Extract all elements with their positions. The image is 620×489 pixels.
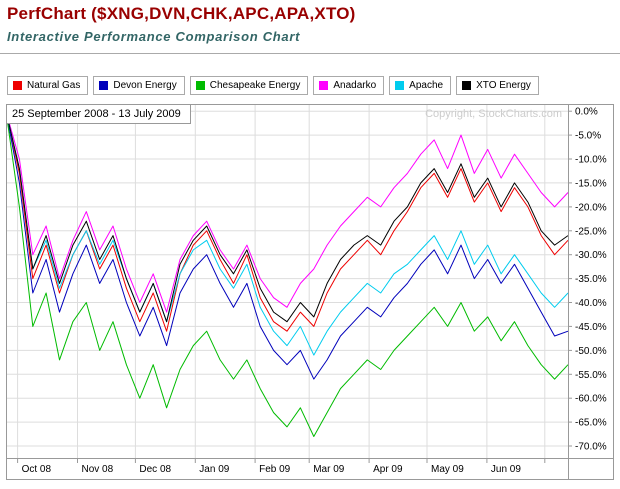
svg-text:-35.0%: -35.0% bbox=[575, 274, 607, 285]
legend-item-apache[interactable]: Apache bbox=[389, 76, 452, 95]
legend-item-label: Natural Gas bbox=[27, 80, 81, 91]
page-subtitle: Interactive Performance Comparison Chart bbox=[7, 29, 301, 44]
x-axis-labels: Oct 08 Nov 08 Dec 08 Jan 09 Feb 09 Mar 09 Apr … bbox=[17, 458, 546, 475]
legend-item-anadarko[interactable]: Anadarko bbox=[313, 76, 385, 95]
svg-text:Dec 08: Dec 08 bbox=[139, 464, 171, 475]
svg-text:-5.0%: -5.0% bbox=[575, 131, 601, 142]
svg-text:-25.0%: -25.0% bbox=[575, 226, 607, 237]
svg-text:-50.0%: -50.0% bbox=[575, 346, 607, 357]
series-line-chesapeake-energy bbox=[5, 111, 569, 437]
legend-item-devon-energy[interactable]: Devon Energy bbox=[93, 76, 185, 95]
legend-item-natural-gas[interactable]: Natural Gas bbox=[7, 76, 89, 95]
svg-text:-70.0%: -70.0% bbox=[575, 442, 607, 453]
svg-text:-10.0%: -10.0% bbox=[575, 155, 607, 166]
legend-item-label: XTO Energy bbox=[476, 80, 531, 91]
legend-color-swatch bbox=[13, 81, 22, 90]
svg-text:Jan 09: Jan 09 bbox=[199, 464, 229, 475]
legend-item-label: Chesapeake Energy bbox=[209, 80, 301, 91]
page-title: PerfChart ($XNG,DVN,CHK,APC,APA,XTO) bbox=[7, 4, 356, 23]
copyright-text: Copyright, StockCharts.com bbox=[425, 108, 562, 120]
horizontal-gridlines bbox=[7, 110, 568, 447]
legend-color-swatch bbox=[462, 81, 472, 90]
svg-text:Mar 09: Mar 09 bbox=[313, 464, 345, 475]
svg-text:-65.0%: -65.0% bbox=[575, 418, 607, 429]
series-line-natural-gas bbox=[5, 111, 569, 332]
plot-borders bbox=[6, 104, 614, 480]
svg-text:-15.0%: -15.0% bbox=[575, 178, 607, 189]
series-line-xto-energy bbox=[5, 111, 569, 323]
chart-canvas[interactable]: 0.0% -5.0% -10.0% -15.0% -20.0% -25.0% -30.0% -… bbox=[5, 104, 614, 480]
vertical-gridlines bbox=[17, 105, 546, 458]
legend-item-xto-energy[interactable]: XTO Energy bbox=[456, 76, 539, 95]
svg-text:Jun 09: Jun 09 bbox=[491, 464, 521, 475]
svg-text:May 09: May 09 bbox=[431, 464, 464, 475]
svg-text:-45.0%: -45.0% bbox=[575, 322, 607, 333]
legend-color-swatch bbox=[395, 81, 405, 90]
svg-text:-55.0%: -55.0% bbox=[575, 370, 607, 381]
svg-text:Feb 09: Feb 09 bbox=[259, 464, 291, 475]
date-range-label: 25 September 2008 - 13 July 2009 bbox=[7, 105, 191, 124]
series-line-devon-energy bbox=[5, 111, 569, 380]
legend-color-swatch bbox=[99, 81, 109, 90]
legend-item-label: Anadarko bbox=[333, 80, 377, 91]
series-line-apache bbox=[5, 111, 569, 356]
svg-text:Oct 08: Oct 08 bbox=[22, 464, 52, 475]
svg-text:Apr 09: Apr 09 bbox=[373, 464, 403, 475]
svg-text:0.0%: 0.0% bbox=[575, 107, 598, 118]
svg-text:-30.0%: -30.0% bbox=[575, 250, 607, 261]
series-line-anadarko bbox=[5, 111, 569, 313]
chart-container: 0.0% -5.0% -10.0% -15.0% -20.0% -25.0% -30.0% -… bbox=[5, 104, 614, 480]
legend-item-chesapeake-energy[interactable]: Chesapeake Energy bbox=[189, 76, 309, 95]
svg-text:-60.0%: -60.0% bbox=[575, 394, 607, 405]
header-divider bbox=[0, 53, 620, 54]
perf-chart-svg: 0.0% -5.0% -10.0% -15.0% -20.0% -25.0% -30.0% -… bbox=[5, 104, 614, 480]
y-axis-labels: 0.0% -5.0% -10.0% -15.0% -20.0% -25.0% -30.0% -… bbox=[568, 107, 607, 453]
legend-color-swatch bbox=[195, 81, 205, 90]
legend-color-swatch bbox=[319, 81, 329, 90]
legend-item-label: Devon Energy bbox=[113, 80, 177, 91]
legend: Natural Gas Devon Energy Chesapeake Energy… bbox=[7, 76, 539, 95]
legend-item-label: Apache bbox=[409, 80, 444, 91]
svg-text:-40.0%: -40.0% bbox=[575, 298, 607, 309]
svg-text:-20.0%: -20.0% bbox=[575, 202, 607, 213]
svg-text:Nov 08: Nov 08 bbox=[82, 464, 114, 475]
